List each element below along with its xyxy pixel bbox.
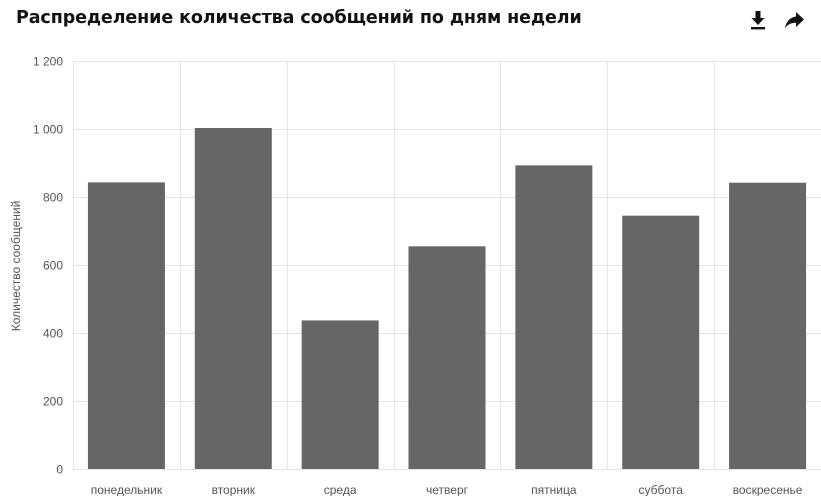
bar-понедельник[interactable] <box>87 182 165 469</box>
x-tick-label: четверг <box>426 483 469 496</box>
y-tick-label: 1 000 <box>33 123 63 137</box>
chart-header: Распределение количества сообщений по дн… <box>0 0 821 44</box>
y-tick-label: 200 <box>43 395 63 409</box>
y-axis-ticks: 0 200 400 600 800 1 000 1 200 <box>33 55 63 477</box>
x-tick-label: суббота <box>639 483 684 496</box>
y-tick-label: 600 <box>43 259 63 273</box>
x-tick-label: понедельник <box>91 483 163 496</box>
x-tick-label: воскресенье <box>733 483 803 496</box>
x-tick-label: вторник <box>212 483 256 496</box>
download-icon[interactable] <box>747 8 769 32</box>
y-tick-label: 400 <box>43 327 63 341</box>
bar-суббота[interactable] <box>622 215 700 469</box>
x-tick-label: среда <box>324 483 357 496</box>
y-tick-label: 1 200 <box>33 55 63 69</box>
bar-вторник[interactable] <box>194 127 272 469</box>
x-tick-label: пятница <box>531 483 577 496</box>
bar-пятница[interactable] <box>515 165 593 469</box>
y-tick-label: 800 <box>43 191 63 205</box>
share-arrow-icon[interactable] <box>783 8 805 32</box>
y-tick-label: 0 <box>56 463 63 477</box>
bars <box>87 127 807 469</box>
bar-воскресенье[interactable] <box>729 182 807 469</box>
x-axis-ticks: понедельник вторник среда четверг пятница суб… <box>91 483 803 496</box>
y-axis-label: Количество сообщений <box>9 201 23 332</box>
chart-title: Распределение количества сообщений по дн… <box>16 8 582 28</box>
bar-четверг[interactable] <box>408 246 486 469</box>
bar-среда[interactable] <box>301 320 379 469</box>
